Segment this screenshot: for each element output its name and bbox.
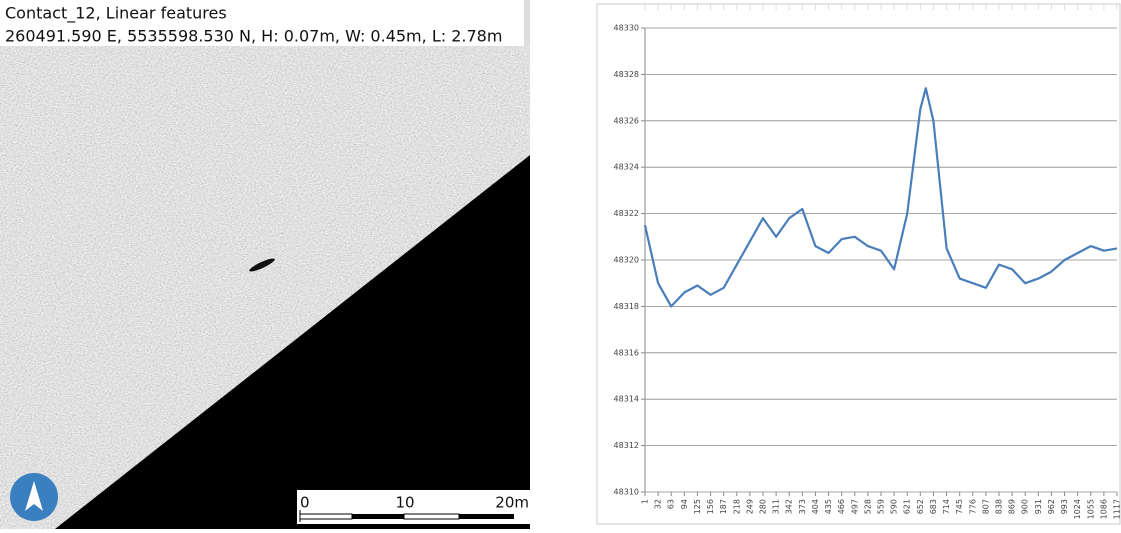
x-tick-label: 497 <box>850 499 859 514</box>
x-tick-label: 714 <box>942 499 951 514</box>
x-tick-label: 187 <box>719 499 728 514</box>
x-tick-label: 63 <box>667 499 676 509</box>
y-tick-label: 48310 <box>614 488 639 497</box>
x-tick-label: 280 <box>759 499 768 514</box>
scale-segment <box>404 514 459 519</box>
x-tick-label: 311 <box>772 499 781 514</box>
x-tick-label: 621 <box>903 499 912 514</box>
x-tick-label: 962 <box>1047 499 1056 514</box>
scale-segment <box>352 514 404 519</box>
y-tick-label: 48330 <box>614 24 639 33</box>
x-tick-label: 838 <box>995 499 1004 514</box>
x-tick-label: 1055 <box>1086 499 1095 519</box>
x-tick-label: 342 <box>785 499 794 514</box>
x-tick-label: 745 <box>955 499 964 514</box>
y-tick-label: 48320 <box>614 256 639 265</box>
scale-label: 0 <box>300 494 310 512</box>
x-tick-label: 404 <box>811 499 820 514</box>
image-title: Contact_12, Linear features <box>5 4 227 24</box>
scale-label: 10 <box>395 494 414 512</box>
x-tick-label: 218 <box>732 499 741 514</box>
scroll-strip <box>524 0 530 46</box>
y-tick-label: 48316 <box>614 348 639 357</box>
y-tick-label: 48312 <box>614 441 639 450</box>
y-tick-label: 48326 <box>614 116 639 125</box>
x-tick-label: 931 <box>1034 499 1043 514</box>
y-tick-label: 48318 <box>614 302 639 311</box>
x-tick-label: 652 <box>916 499 925 514</box>
sonar-panel: Contact_12, Linear features 260491.590 E… <box>0 0 531 529</box>
x-tick-label: 156 <box>706 499 715 514</box>
x-tick-label: 466 <box>837 499 846 514</box>
x-tick-label: 1024 <box>1073 499 1082 519</box>
x-tick-label: 1117 <box>1113 499 1121 519</box>
image-details: 260491.590 E, 5535598.530 N, H: 0.07m, W… <box>5 27 502 46</box>
x-tick-label: 869 <box>1008 499 1017 514</box>
x-tick-label: 683 <box>929 499 938 514</box>
x-tick-label: 1086 <box>1099 499 1108 519</box>
y-tick-label: 48314 <box>614 395 639 404</box>
x-tick-label: 94 <box>680 499 689 509</box>
x-tick-label: 1 <box>641 499 650 504</box>
x-tick-label: 125 <box>693 499 702 514</box>
y-tick-label: 48328 <box>614 70 639 79</box>
x-tick-label: 776 <box>968 499 977 514</box>
x-tick-label: 32 <box>654 499 663 509</box>
x-tick-label: 559 <box>877 499 886 514</box>
scale-segment <box>459 514 514 519</box>
x-tick-label: 373 <box>798 499 807 514</box>
x-tick-label: 993 <box>1060 499 1069 514</box>
x-tick-label: 435 <box>824 499 833 514</box>
scale-label: 20m <box>495 494 529 512</box>
x-tick-label: 249 <box>745 499 754 514</box>
x-tick-label: 900 <box>1021 499 1030 514</box>
x-tick-label: 807 <box>981 499 990 514</box>
x-tick-label: 590 <box>890 499 899 514</box>
scale-segment <box>300 514 352 519</box>
y-tick-label: 48322 <box>614 209 639 218</box>
y-tick-label: 48324 <box>614 163 639 172</box>
x-tick-label: 528 <box>863 499 872 514</box>
